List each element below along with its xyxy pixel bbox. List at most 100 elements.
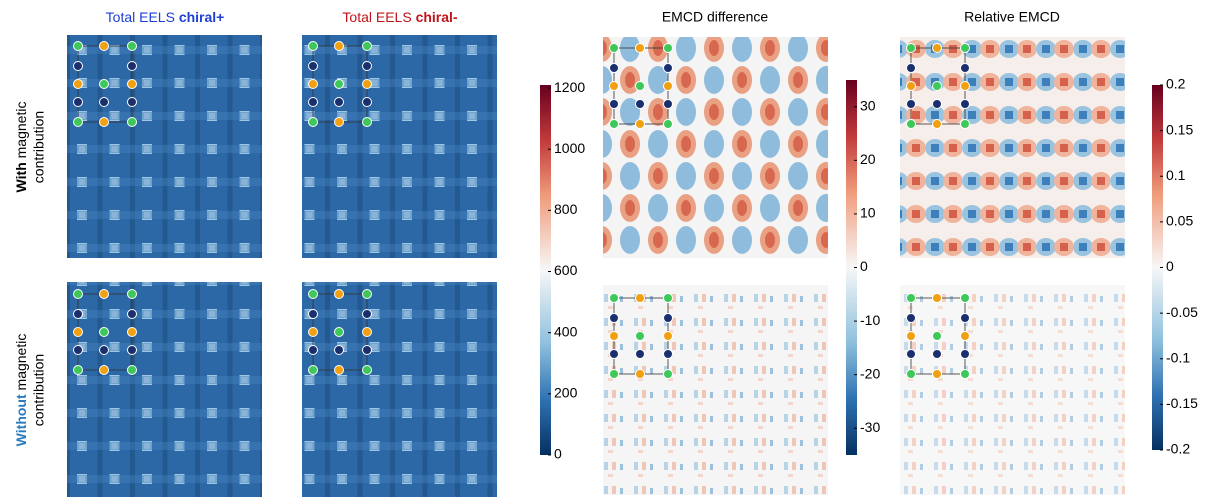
atom <box>961 370 970 379</box>
atom <box>128 42 137 51</box>
atom <box>74 328 83 337</box>
colorbar-tick-label: 0 <box>1166 258 1174 274</box>
colorbar-tick-label: 0.1 <box>1166 167 1186 183</box>
atom <box>664 64 673 73</box>
colorbar-tick-label: 0.05 <box>1166 213 1193 229</box>
atom <box>933 332 942 341</box>
atom <box>636 100 645 109</box>
colorbar-tick-label: 600 <box>554 262 578 278</box>
colorbar-tick-label: 0 <box>554 446 562 462</box>
atom <box>610 350 619 359</box>
atom <box>610 120 619 129</box>
atom <box>309 42 318 51</box>
atom <box>335 346 344 355</box>
atom <box>309 290 318 299</box>
atom <box>610 44 619 53</box>
atom <box>128 328 137 337</box>
atom <box>335 42 344 51</box>
title-bold: chiral+ <box>179 9 225 25</box>
colorbar-tick-label: 800 <box>554 201 578 217</box>
atom <box>610 100 619 109</box>
atom <box>363 42 372 51</box>
panel <box>302 282 497 497</box>
atom <box>74 80 83 89</box>
colorbar-tick-label: -0.1 <box>1166 349 1190 365</box>
atom <box>363 310 372 319</box>
colorbar-tick-label: 1200 <box>554 79 585 95</box>
titles: Total EELS chiral+ Total EELS chiral- EM… <box>106 9 1060 25</box>
atom <box>309 62 318 71</box>
atom <box>907 350 916 359</box>
atom <box>363 80 372 89</box>
row-text: magnetic <box>13 334 29 395</box>
atom <box>933 44 942 53</box>
atom <box>128 290 137 299</box>
colorbar-tick-label: 200 <box>554 385 578 401</box>
atom <box>636 120 645 129</box>
atom <box>610 370 619 379</box>
title-bold: chiral- <box>416 9 458 25</box>
atom <box>74 62 83 71</box>
atom <box>664 370 673 379</box>
atom <box>907 64 916 73</box>
atom <box>610 294 619 303</box>
atom <box>363 62 372 71</box>
atom <box>610 64 619 73</box>
atom <box>74 366 83 375</box>
atom <box>335 98 344 107</box>
atom <box>907 370 916 379</box>
atom <box>664 294 673 303</box>
colorbar-tick-label: -20 <box>860 365 880 381</box>
row-text: contribution <box>31 354 47 426</box>
atom <box>309 346 318 355</box>
atom <box>128 98 137 107</box>
atom <box>907 314 916 323</box>
colorbar-tick-label: 1000 <box>554 140 585 156</box>
atom <box>961 314 970 323</box>
atom <box>933 120 942 129</box>
atom <box>664 100 673 109</box>
atom <box>128 118 137 127</box>
atom <box>610 82 619 91</box>
atom <box>309 366 318 375</box>
panel <box>603 37 828 258</box>
atom <box>933 294 942 303</box>
atom <box>961 82 970 91</box>
atom <box>74 346 83 355</box>
svg-text:Without magnetic: Without magnetic <box>13 334 29 447</box>
atom <box>335 80 344 89</box>
atom <box>636 370 645 379</box>
atom <box>636 82 645 91</box>
atom <box>907 44 916 53</box>
atom <box>664 350 673 359</box>
atom <box>100 328 109 337</box>
atom <box>74 98 83 107</box>
atom <box>74 118 83 127</box>
atom <box>128 62 137 71</box>
atom <box>636 332 645 341</box>
atom <box>610 314 619 323</box>
atom <box>907 332 916 341</box>
atom <box>363 98 372 107</box>
atom <box>907 100 916 109</box>
atom <box>907 120 916 129</box>
atom <box>961 64 970 73</box>
atom <box>309 98 318 107</box>
title-text: Total EELS <box>106 9 179 25</box>
atom <box>664 314 673 323</box>
colorbar-tick-label: -30 <box>860 419 880 435</box>
atom <box>309 328 318 337</box>
atom <box>363 290 372 299</box>
atom <box>100 346 109 355</box>
panel <box>900 285 1125 495</box>
atom <box>335 118 344 127</box>
atom <box>128 80 137 89</box>
atom <box>933 82 942 91</box>
atom <box>636 44 645 53</box>
colorbar-tick-label: 0.2 <box>1166 76 1186 92</box>
panel <box>603 285 828 495</box>
row-text: contribution <box>31 111 47 183</box>
atom <box>128 366 137 375</box>
atom <box>309 310 318 319</box>
atom <box>309 118 318 127</box>
